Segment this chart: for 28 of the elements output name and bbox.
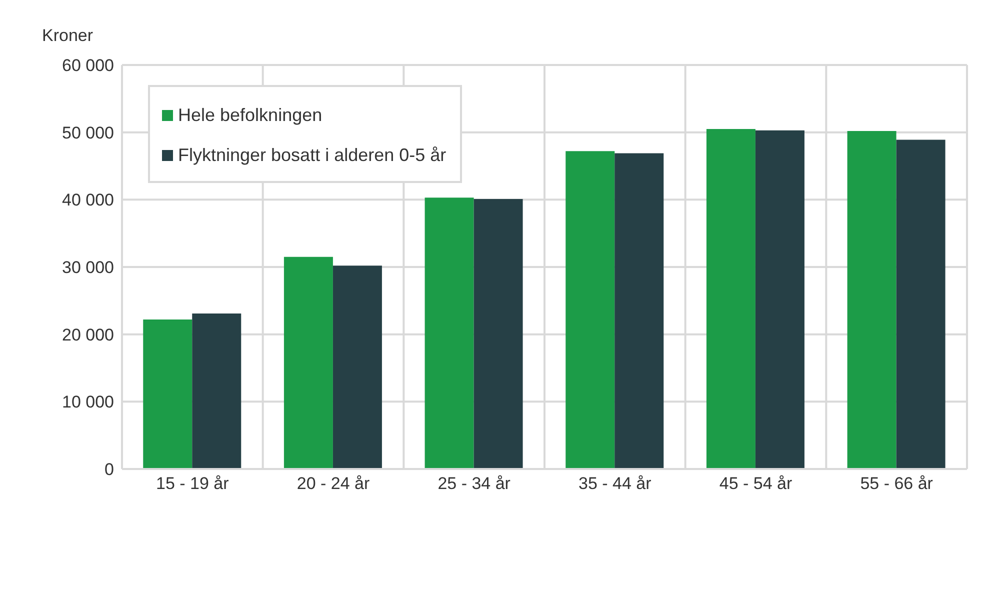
x-tick-label: 45 - 54 år — [719, 474, 792, 494]
y-tick-label: 50 000 — [62, 123, 114, 142]
y-tick-label: 60 000 — [62, 56, 114, 76]
y-tick-label: 20 000 — [62, 325, 114, 344]
y-axis-title: Kroner — [42, 26, 94, 45]
bar — [755, 130, 804, 469]
x-tick-label: 35 - 44 år — [578, 474, 652, 494]
bar — [424, 198, 474, 469]
bar — [143, 320, 192, 469]
legend-label: Flyktninger bosatt i alderen 0-5 år — [178, 144, 446, 166]
bar — [284, 256, 333, 469]
y-tick-label: 40 000 — [62, 190, 114, 210]
bar — [706, 128, 756, 469]
bar — [847, 130, 896, 469]
bar — [614, 153, 664, 469]
bar — [896, 140, 946, 469]
x-tick-label: 15 - 19 år — [156, 474, 230, 494]
bar — [332, 266, 382, 469]
x-tick-label: 25 - 34 år — [438, 474, 511, 494]
bar — [566, 151, 615, 469]
bar — [192, 313, 242, 469]
y-tick-label: 0 — [104, 460, 114, 480]
y-tick-label: 10 000 — [62, 392, 114, 412]
y-tick-label: 30 000 — [62, 258, 114, 278]
bar — [474, 198, 523, 469]
x-tick-label: 20 - 24 år — [296, 474, 370, 494]
x-tick-label: 55 - 66 år — [860, 474, 934, 494]
legend-label: Hele befolkningen — [178, 104, 322, 126]
